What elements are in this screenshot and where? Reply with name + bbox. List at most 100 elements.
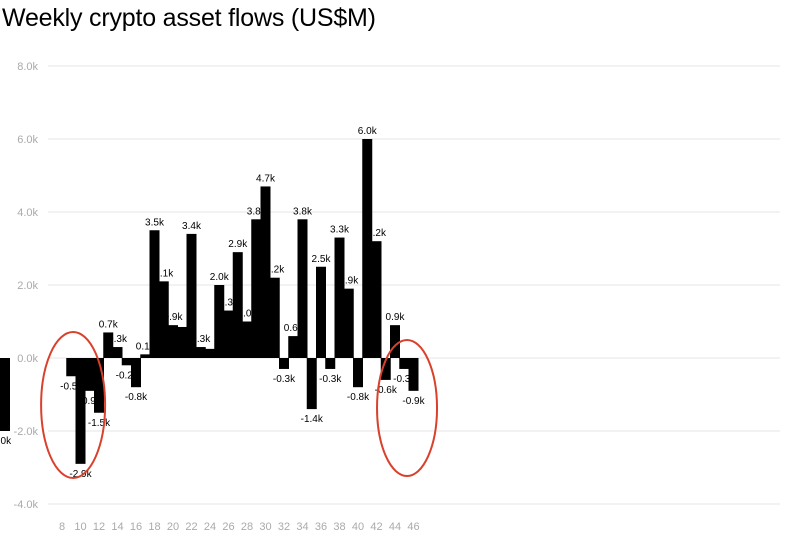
bar	[140, 354, 151, 358]
bar	[158, 281, 169, 358]
x-tick-label: 22	[185, 521, 197, 533]
x-tick-label: 40	[352, 521, 364, 533]
data-label: 2.1k	[154, 268, 174, 279]
bar	[297, 219, 308, 358]
data-label: 3.8k	[293, 206, 313, 217]
bar	[371, 241, 382, 358]
data-label: -0.9k	[402, 396, 425, 407]
y-tick-label: 4.0k	[17, 207, 38, 219]
x-tick-label: 10	[74, 521, 86, 533]
bar	[232, 252, 243, 358]
chart-title: Weekly crypto asset flows (US$M)	[2, 4, 376, 32]
y-tick-label: 0.0k	[17, 353, 38, 365]
bar	[260, 186, 271, 358]
x-tick-label: 12	[93, 521, 105, 533]
x-tick-label: 28	[241, 521, 253, 533]
data-label: 3.3k	[330, 225, 350, 236]
bar	[103, 332, 114, 358]
bar	[288, 336, 299, 358]
bar	[408, 358, 419, 391]
bar	[121, 358, 132, 366]
y-tick-label: -4.0k	[14, 499, 39, 511]
data-label: -0.6k	[375, 385, 398, 396]
bar	[343, 288, 354, 358]
data-label: 0.3k	[108, 334, 128, 345]
bar	[353, 358, 363, 388]
x-tick-label: 18	[148, 521, 160, 533]
bar	[149, 230, 160, 358]
highlight-ellipses	[40, 331, 439, 479]
data-label: 3.5k	[145, 217, 165, 228]
y-tick-label: -2.0k	[14, 426, 39, 438]
data-label: 0.9k	[386, 312, 406, 323]
y-axis: -4.0k -2.0k 0.0k 2.0k 4.0k 6.0k 8.0k	[14, 61, 39, 511]
data-label: 0.6k	[284, 323, 304, 334]
bars	[0, 139, 419, 464]
data-label: -0.2k	[116, 370, 139, 381]
data-label: 2.5k	[312, 254, 332, 265]
x-axis: 8 10 12 14 16 18 20 22 24 26 28 30 32 34 36 38 40 42 44 46	[59, 521, 420, 533]
bar	[223, 310, 234, 358]
bar	[214, 285, 225, 358]
bar	[269, 277, 280, 358]
bar	[279, 358, 289, 369]
x-tick-label: 14	[111, 521, 123, 533]
x-tick-label: 36	[315, 521, 327, 533]
data-label: 3.2k	[367, 228, 387, 239]
data-labels: -0.5k -2.9k -0.9k -1.5k 0.7k 0.3k -0.2k -0.8k 0.…	[0, 126, 426, 480]
data-label: -2.0k	[0, 436, 12, 447]
bar	[168, 325, 178, 358]
x-tick-label: 46	[407, 521, 419, 533]
data-label: 1.9k	[339, 276, 359, 287]
data-label: -0.3k	[273, 374, 296, 385]
data-label: 2.2k	[265, 265, 285, 276]
x-tick-label: 26	[222, 521, 234, 533]
data-label: 0.1k	[136, 341, 156, 352]
data-label: -2.9k	[69, 469, 92, 480]
bar	[325, 358, 336, 369]
bar	[75, 358, 86, 464]
x-tick-label: 30	[259, 521, 271, 533]
data-label: 3.8k	[247, 206, 267, 217]
bar	[94, 358, 104, 413]
data-label: -0.9k	[79, 396, 102, 407]
data-label: -0.8k	[125, 392, 148, 403]
x-tick-label: 32	[278, 521, 290, 533]
data-label: 2.0k	[210, 272, 230, 283]
bar	[112, 347, 123, 358]
y-tick-label: 6.0k	[17, 134, 38, 146]
bar	[242, 321, 252, 358]
bar	[66, 358, 77, 377]
bar	[195, 347, 206, 358]
bar	[186, 233, 197, 358]
x-tick-label: 16	[130, 521, 142, 533]
bar	[84, 358, 95, 391]
bar	[390, 325, 400, 358]
y-tick-label: 2.0k	[17, 280, 38, 292]
x-tick-label: 8	[59, 521, 65, 533]
y-tick-label: 8.0k	[17, 61, 38, 73]
data-label: -0.5k	[60, 381, 83, 392]
data-label: 3.4k	[182, 221, 202, 232]
data-label: -0.3k	[393, 374, 416, 385]
bar	[177, 326, 188, 358]
x-tick-label: 24	[204, 521, 216, 533]
bar	[205, 348, 215, 358]
data-label: 6.0k	[358, 126, 378, 137]
bar	[334, 237, 345, 358]
bar	[0, 358, 10, 431]
bar	[380, 358, 391, 380]
data-label: 0.9k	[164, 312, 184, 323]
highlight-ellipse-end	[376, 339, 439, 477]
bar	[251, 219, 262, 358]
data-label: -0.8k	[347, 392, 370, 403]
data-label: 2.9k	[228, 239, 248, 250]
bar	[131, 358, 141, 388]
data-label: -0.3k	[319, 374, 342, 385]
x-tick-label: 34	[296, 521, 308, 533]
bar	[306, 358, 317, 410]
x-tick-label: 20	[167, 521, 179, 533]
data-label: 1.3k	[219, 298, 239, 309]
data-label: 1.0k	[238, 309, 258, 320]
